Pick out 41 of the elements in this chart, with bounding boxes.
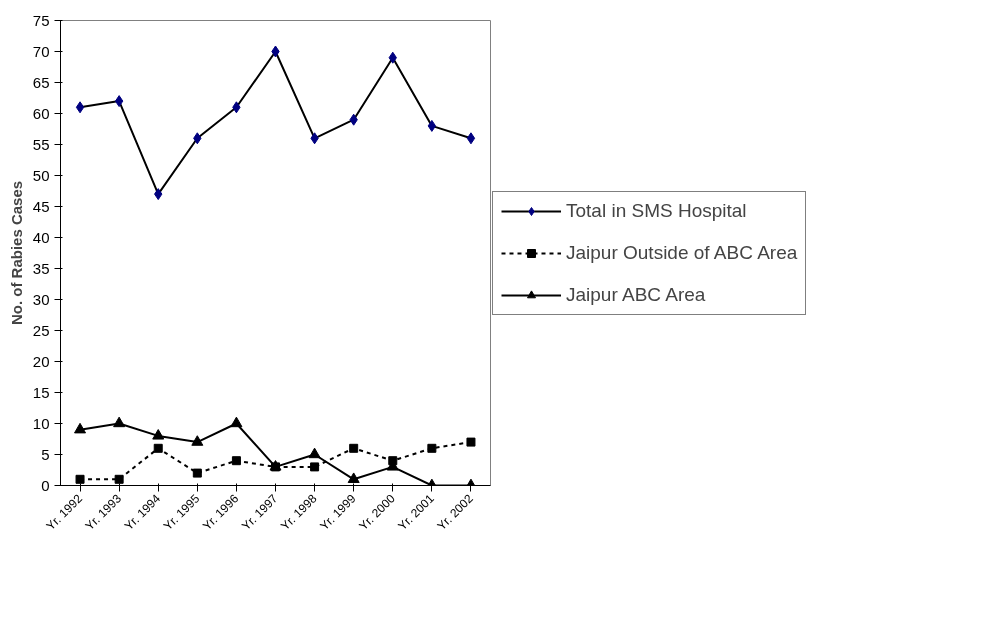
point bbox=[114, 95, 124, 108]
point bbox=[152, 429, 165, 440]
point bbox=[191, 435, 204, 446]
y-tick-label: 30 bbox=[32, 290, 50, 308]
point bbox=[349, 443, 359, 453]
point bbox=[466, 437, 476, 447]
y-tick-label: 20 bbox=[32, 352, 50, 370]
legend-label: Total in SMS Hospital bbox=[566, 199, 747, 222]
y-axis-title: No. of Rabies Cases bbox=[7, 180, 25, 326]
point bbox=[75, 474, 85, 484]
y-tick-label: 55 bbox=[32, 135, 50, 153]
legend-label: Jaipur ABC Area bbox=[566, 283, 706, 306]
y-tick-label: 35 bbox=[32, 259, 50, 277]
point bbox=[466, 132, 476, 145]
point bbox=[113, 416, 126, 428]
y-tick-label: 75 bbox=[32, 11, 50, 29]
point bbox=[192, 468, 202, 478]
y-tick-label: 15 bbox=[32, 383, 50, 401]
point bbox=[310, 462, 320, 472]
y-tick-label: 45 bbox=[32, 197, 50, 215]
point bbox=[231, 456, 241, 466]
y-tick-label: 60 bbox=[32, 104, 50, 122]
legend-label: Jaipur Outside of ABC Area bbox=[566, 241, 798, 264]
y-tick-label: 65 bbox=[32, 73, 50, 91]
y-tick-label: 10 bbox=[32, 414, 50, 432]
point bbox=[388, 456, 398, 466]
y-tick-label: 5 bbox=[41, 445, 50, 463]
point bbox=[75, 101, 85, 114]
point bbox=[347, 472, 360, 483]
point bbox=[308, 447, 321, 459]
y-tick-label: 70 bbox=[32, 42, 50, 60]
point bbox=[114, 474, 124, 484]
y-tick-label: 25 bbox=[32, 321, 50, 339]
point bbox=[427, 119, 437, 132]
y-tick-label: 50 bbox=[32, 166, 50, 184]
y-tick-label: 0 bbox=[41, 476, 50, 494]
point bbox=[74, 422, 87, 434]
y-tick-label: 40 bbox=[32, 228, 50, 246]
point bbox=[427, 443, 437, 453]
point bbox=[153, 443, 163, 453]
point bbox=[230, 416, 243, 428]
